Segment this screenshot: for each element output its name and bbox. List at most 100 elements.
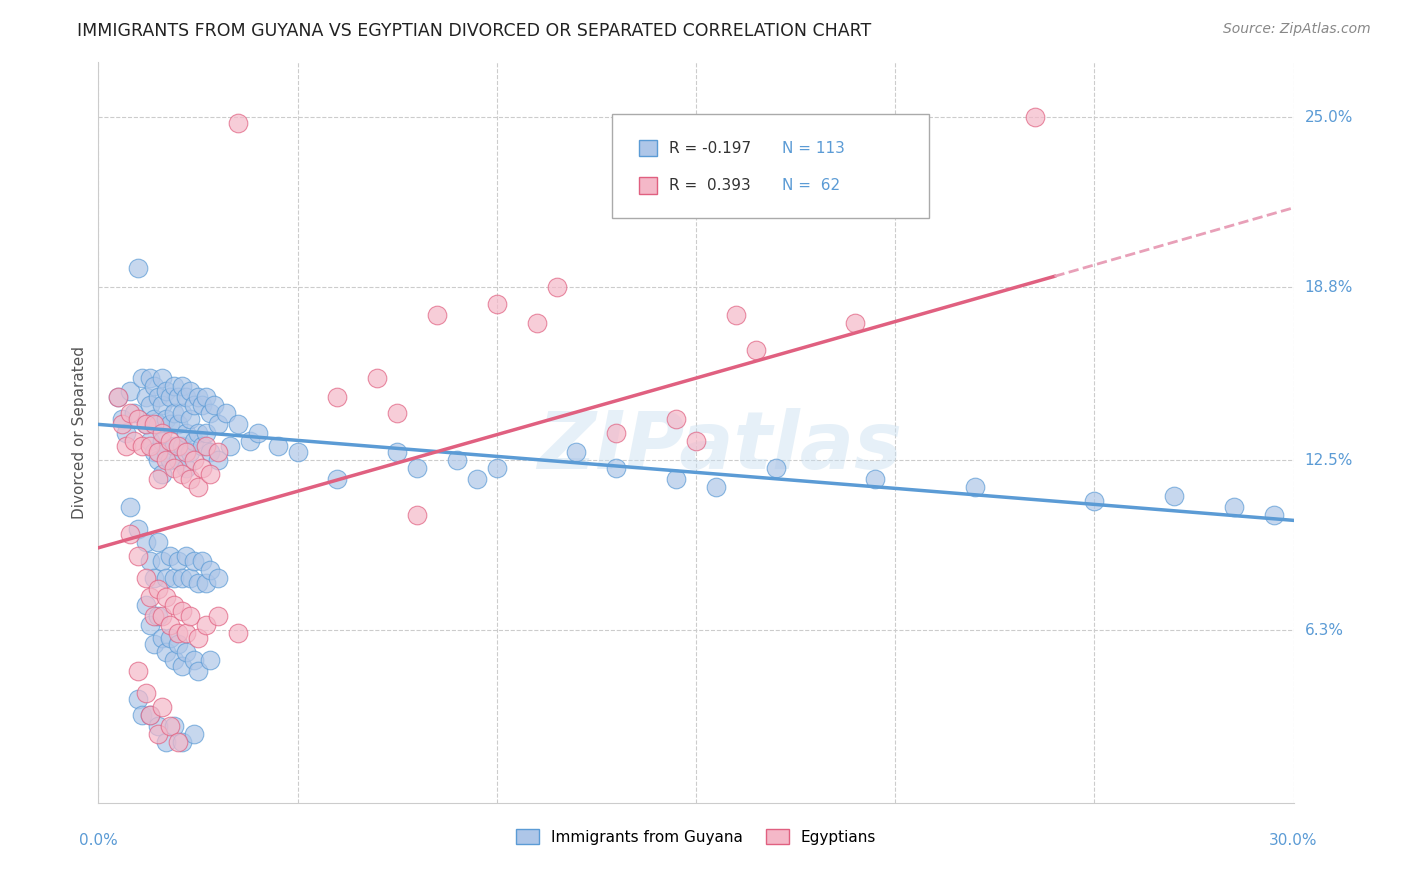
Point [159,549,181,563]
Point [150,425,173,440]
Point [167,453,190,467]
Point [159,390,181,404]
Point [131,708,153,723]
Point [163,719,186,733]
Text: 12.5%: 12.5% [1305,452,1353,467]
Point [179,609,201,624]
Point [366,371,388,385]
Y-axis label: Divorced or Separated: Divorced or Separated [72,346,87,519]
Text: IMMIGRANTS FROM GUYANA VS EGYPTIAN DIVORCED OR SEPARATED CORRELATION CHART: IMMIGRANTS FROM GUYANA VS EGYPTIAN DIVOR… [77,22,872,40]
Point [1163,489,1185,503]
Point [107,390,129,404]
Point [724,308,747,322]
Text: Source: ZipAtlas.com: Source: ZipAtlas.com [1223,22,1371,37]
Point [115,425,138,440]
Point [174,645,197,659]
FancyBboxPatch shape [613,114,929,218]
Point [865,472,887,486]
Point [143,445,166,459]
Point [226,417,249,432]
Point [131,439,153,453]
Point [765,461,787,475]
Point [665,412,688,426]
Point [150,632,173,646]
FancyBboxPatch shape [638,140,657,156]
Point [179,384,201,399]
Point [1263,508,1285,522]
Point [183,653,205,667]
Point [172,467,194,481]
Point [163,406,186,420]
Point [183,434,205,448]
Point [172,735,194,749]
Point [167,637,190,651]
Point [207,445,229,459]
Text: N = 113: N = 113 [783,141,845,156]
Point [159,434,181,448]
Point [198,406,221,420]
Point [198,653,221,667]
Point [287,445,309,459]
Point [191,554,214,568]
Point [167,390,190,404]
Point [187,425,209,440]
Text: 30.0%: 30.0% [1270,833,1317,848]
Text: 0.0%: 0.0% [79,833,118,848]
Point [1223,500,1246,514]
Point [155,445,177,459]
Point [174,425,197,440]
Point [148,582,170,596]
Point [135,417,157,432]
Point [207,453,229,467]
Point [605,461,627,475]
Point [127,412,149,426]
Point [1024,110,1046,124]
Point [207,609,229,624]
Point [120,500,142,514]
Point [139,398,162,412]
Point [215,406,238,420]
Point [385,406,409,420]
Text: 6.3%: 6.3% [1305,623,1344,638]
Point [120,406,142,420]
Point [745,343,768,358]
Point [163,439,186,453]
Text: N =  62: N = 62 [783,178,841,194]
Point [406,508,429,522]
Point [159,453,181,467]
Point [163,599,186,613]
Point [159,417,181,432]
Point [183,554,205,568]
Point [155,412,177,426]
Point [167,439,190,453]
Point [135,571,157,585]
Point [148,609,170,624]
Point [143,637,166,651]
Text: 25.0%: 25.0% [1305,110,1353,125]
Point [187,576,209,591]
Point [195,390,218,404]
Point [111,412,134,426]
Point [148,727,170,741]
Point [139,617,162,632]
Point [195,617,218,632]
Point [155,384,177,399]
Point [135,686,157,700]
Point [485,297,508,311]
Point [406,461,429,475]
Text: R =  0.393: R = 0.393 [669,178,751,194]
Point [150,609,173,624]
Point [143,571,166,585]
Point [179,445,201,459]
Point [326,472,349,486]
Point [174,445,197,459]
Point [246,425,269,440]
Text: ZIPatlas: ZIPatlas [537,409,903,486]
Point [239,434,262,448]
Point [143,417,166,432]
Point [127,664,149,678]
Point [124,434,146,448]
Point [107,390,129,404]
Point [183,453,205,467]
Point [163,571,186,585]
